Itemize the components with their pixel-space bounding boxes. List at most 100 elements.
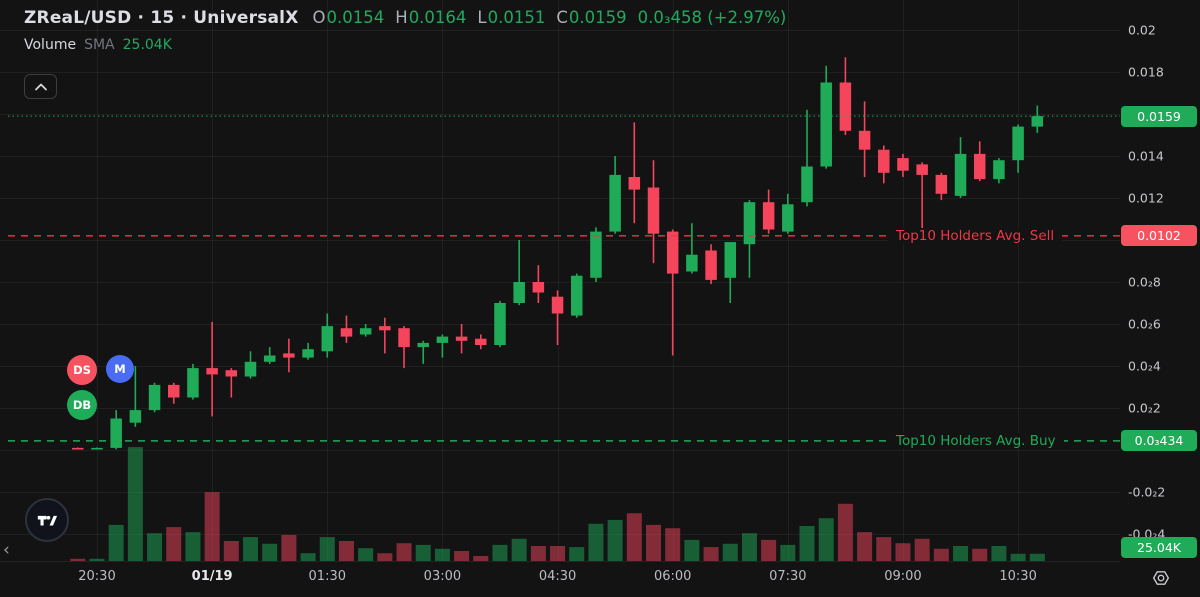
tradingview-logo-icon bbox=[37, 515, 58, 526]
volume-bar bbox=[588, 523, 604, 561]
candle-down bbox=[666, 231, 679, 274]
time-tick-label: 06:00 bbox=[653, 569, 692, 584]
volume-bar bbox=[511, 538, 527, 561]
marker-db-badge[interactable]: DB bbox=[67, 390, 97, 420]
volume-bar bbox=[684, 539, 700, 561]
volume-bar bbox=[837, 503, 853, 561]
volume-bar bbox=[722, 543, 738, 561]
close-label: C bbox=[556, 8, 568, 27]
price-tick-label: 0.012 bbox=[1128, 190, 1164, 206]
price-axis[interactable]: 0.02 0.018 0.014 0.012 0.0₂8 0.0₂6 0.0₂4 0.0₂2 -… bbox=[1120, 0, 1200, 563]
volume-bar bbox=[741, 533, 757, 561]
price-tick-label: 0.02 bbox=[1128, 22, 1156, 38]
volume-bar bbox=[646, 524, 661, 561]
price-tick-label: 0.018 bbox=[1128, 64, 1164, 80]
volume-bar bbox=[319, 537, 335, 561]
low-label: L bbox=[477, 8, 487, 27]
legend-symbol-row: ZReaL/USD · 15 · UniversalX O 0.0154 H 0.0… bbox=[24, 8, 786, 28]
candle-up bbox=[993, 160, 1005, 180]
candle-up bbox=[686, 254, 698, 272]
volume-bar bbox=[377, 553, 393, 561]
marker-ds-badge[interactable]: DS bbox=[67, 355, 97, 385]
volume-bar bbox=[607, 519, 623, 561]
symbol-title: ZReaL/USD · 15 · UniversalX bbox=[24, 8, 299, 28]
candle-up bbox=[417, 342, 429, 348]
volume-bar bbox=[204, 492, 220, 561]
volume-bar bbox=[415, 544, 431, 561]
time-tick-label: 03:00 bbox=[423, 569, 462, 584]
volume-bar bbox=[166, 527, 182, 561]
candle-down bbox=[475, 338, 487, 345]
volume-bar bbox=[857, 532, 873, 561]
candle-down bbox=[628, 177, 641, 190]
volume-bar bbox=[761, 539, 777, 561]
volume-bar bbox=[70, 558, 86, 561]
candle-down bbox=[72, 447, 84, 450]
chevron-up-icon bbox=[34, 83, 47, 90]
candle-down bbox=[379, 326, 391, 331]
volume-bar bbox=[876, 537, 892, 561]
candle-up bbox=[743, 202, 756, 245]
volume-bar bbox=[454, 551, 470, 561]
volume-bar bbox=[147, 533, 163, 561]
candle-down bbox=[916, 164, 928, 175]
time-tick-label: 10:30 bbox=[999, 569, 1037, 584]
scroll-left-chevron[interactable]: ‹ bbox=[3, 540, 10, 560]
candle-up bbox=[321, 326, 334, 352]
ohlc-values: O 0.0154 H 0.0164 L 0.0151 C 0.0159 0.0₃458 … bbox=[313, 8, 787, 27]
collapse-legend-button[interactable] bbox=[24, 74, 57, 99]
volume-bar bbox=[338, 541, 354, 561]
candle-up bbox=[590, 231, 602, 278]
volume-bar bbox=[108, 524, 124, 561]
candle-up bbox=[129, 410, 142, 423]
volume-bar bbox=[185, 532, 201, 561]
top10-avg-sell-label: Top10 Holders Avg. Sell bbox=[888, 227, 1063, 244]
candle-up bbox=[302, 349, 314, 358]
volume-bar bbox=[914, 538, 930, 561]
candle-up bbox=[110, 418, 122, 448]
marker-m-badge[interactable]: M bbox=[106, 355, 134, 383]
volume-bar bbox=[665, 528, 681, 561]
chart-legend: ZReaL/USD · 15 · UniversalX O 0.0154 H 0.0… bbox=[24, 8, 786, 53]
candle-down bbox=[973, 153, 986, 180]
candle-up bbox=[148, 384, 161, 411]
time-tick-label: 20:30 bbox=[78, 569, 116, 584]
top10-avg-buy-label: Top10 Holders Avg. Buy bbox=[888, 432, 1064, 449]
time-axis[interactable]: 20:30 01/19 01:30 03:00 04:30 06:00 07:30 09:00… bbox=[0, 563, 1200, 597]
volume-bar bbox=[569, 547, 585, 561]
volume-bar bbox=[1010, 553, 1026, 561]
candles bbox=[72, 57, 1044, 450]
time-tick-label: 07:30 bbox=[769, 569, 807, 584]
avg-buy-price-badge: 0.0₃434 bbox=[1121, 430, 1197, 452]
time-tick-label: 01:30 bbox=[308, 569, 346, 584]
axis-settings-button[interactable] bbox=[1147, 565, 1175, 591]
volume-bar bbox=[223, 541, 239, 561]
tradingview-logo[interactable] bbox=[25, 498, 69, 542]
open-value: 0.0154 bbox=[326, 8, 385, 27]
volume-bar bbox=[703, 547, 719, 561]
volume-bar bbox=[953, 546, 969, 561]
candle-up bbox=[1031, 116, 1044, 127]
high-value: 0.0164 bbox=[408, 8, 467, 27]
indicator-param: SMA bbox=[84, 37, 115, 53]
candle-down bbox=[858, 130, 871, 150]
price-tick-label: 0.014 bbox=[1128, 148, 1164, 164]
volume-bar bbox=[895, 543, 911, 561]
time-tick-label: 09:00 bbox=[884, 569, 922, 584]
volume-bar bbox=[300, 553, 316, 561]
price-tick-label: -0.0₂2 bbox=[1128, 484, 1166, 500]
volume-bar bbox=[818, 518, 834, 561]
candle-up bbox=[359, 328, 372, 335]
high-label: H bbox=[395, 8, 408, 27]
legend-indicator-row: Volume SMA 25.04K bbox=[24, 37, 786, 53]
volume-value-badge: 25.04K bbox=[1121, 536, 1197, 558]
grid-lines bbox=[0, 0, 1120, 562]
volume-bar bbox=[799, 526, 815, 561]
volume-bar bbox=[492, 544, 508, 561]
volume-bar bbox=[991, 546, 1007, 561]
volume-bar bbox=[626, 513, 642, 561]
candle-down bbox=[225, 370, 238, 377]
close-value: 0.0159 bbox=[568, 8, 627, 27]
current-price-badge: 0.0159 bbox=[1121, 105, 1197, 127]
